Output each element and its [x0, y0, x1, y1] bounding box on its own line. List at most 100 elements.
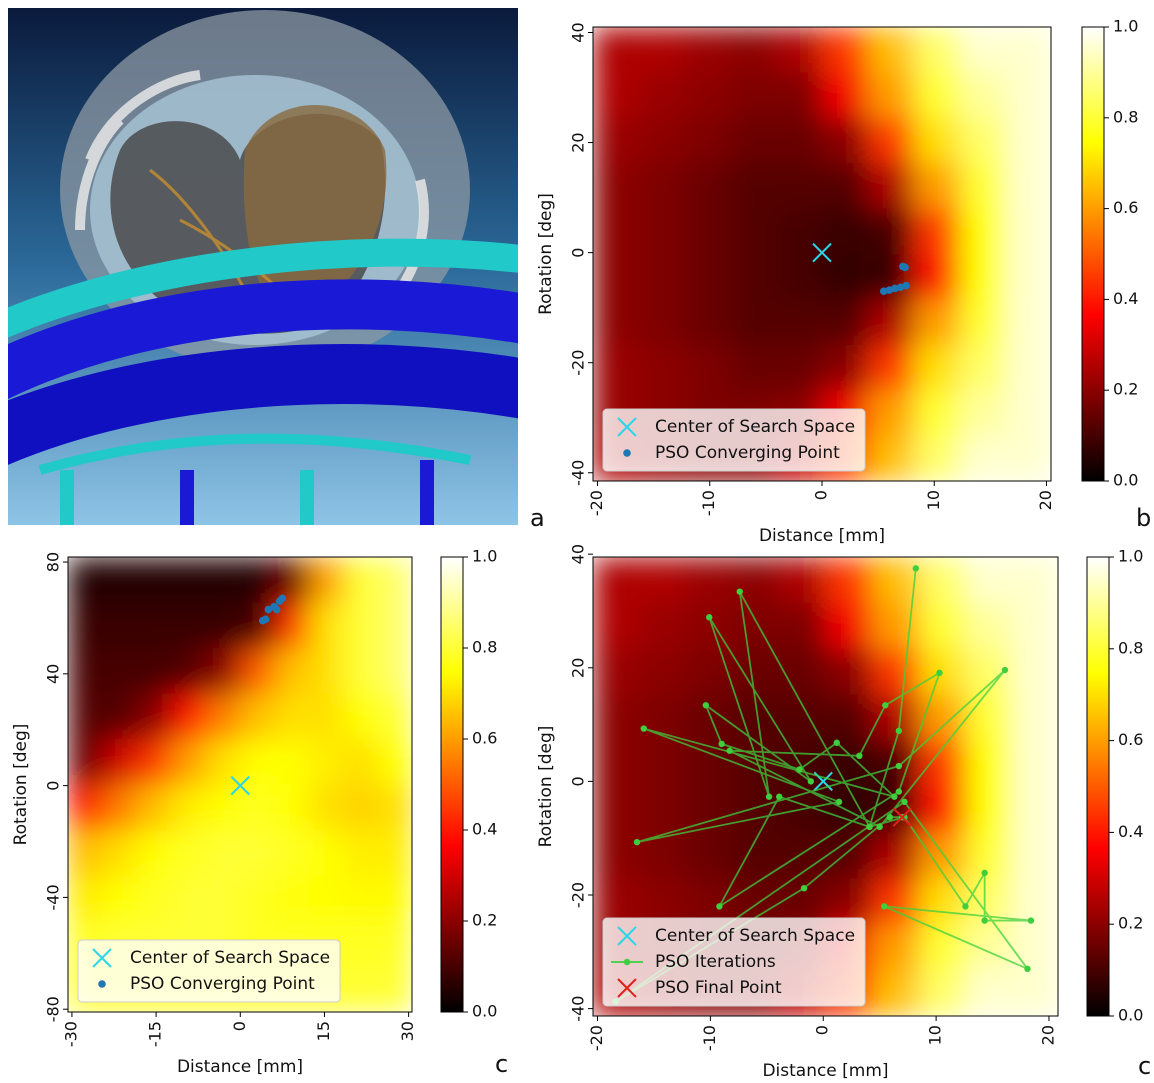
data-point	[913, 565, 919, 571]
heatmap-cell	[776, 209, 822, 255]
heatmap-cell	[685, 118, 731, 164]
heatmap-cell	[137, 648, 172, 694]
heatmap-cell	[914, 390, 960, 436]
data-point	[796, 766, 802, 772]
y-tick-label: -40	[44, 884, 63, 910]
heatmap-cell	[919, 878, 966, 924]
heatmap-cell	[378, 830, 413, 876]
heatmap-cell	[102, 739, 137, 785]
x-tick-label: 20	[1036, 490, 1055, 510]
colorbar-tick-label: 0.8	[472, 638, 497, 657]
y-tick-label: 20	[569, 132, 588, 152]
heatmap-cell	[206, 830, 241, 876]
heatmap-cell	[959, 299, 1005, 345]
heatmap-cell	[686, 832, 733, 878]
heatmap-cell	[171, 603, 206, 649]
heatmap-cell	[102, 694, 137, 740]
heatmap-cell	[914, 345, 960, 391]
legend-label: PSO Converging Point	[655, 443, 840, 463]
data-point	[981, 917, 987, 923]
panel-label: c	[495, 1050, 508, 1078]
y-tick-label: -40	[569, 460, 588, 486]
panel-label: b	[1136, 504, 1151, 532]
heatmap-cell	[343, 648, 378, 694]
heatmap-cell	[776, 72, 822, 118]
colorbar-tick-label: 0.4	[472, 820, 497, 839]
heatmap-cell	[378, 739, 413, 785]
heatmap-cell	[685, 163, 731, 209]
x-tick-label: 30	[398, 1021, 417, 1041]
heatmap-cell	[685, 345, 731, 391]
legend-marker	[98, 980, 106, 988]
heatmap-cell	[826, 557, 873, 603]
heatmap-cell	[685, 72, 731, 118]
heatmap-cell	[639, 299, 685, 345]
heatmap-cell	[685, 254, 731, 300]
legend-label: PSO Final Point	[655, 978, 782, 998]
heatmap-cell	[343, 785, 378, 831]
colorbar-tick-label: 0.4	[1113, 289, 1138, 308]
heatmap-cell	[137, 785, 172, 831]
colorbar-tick-label: 0.2	[472, 911, 497, 930]
data-point	[1028, 917, 1034, 923]
heatmap-cell	[914, 254, 960, 300]
heatmap-cell	[685, 299, 731, 345]
heatmap-cell	[822, 163, 868, 209]
heatmap-cell	[68, 739, 103, 785]
heatmap-cell	[779, 557, 826, 603]
heatmap-cell	[593, 603, 640, 649]
heatmap-cell	[137, 830, 172, 876]
data-point	[641, 725, 647, 731]
data-point	[902, 282, 910, 290]
data-point	[808, 778, 814, 784]
heatmap-cell	[730, 209, 776, 255]
heatmap-cell	[171, 648, 206, 694]
x-tick-label: 10	[924, 490, 943, 510]
heatmap-cell	[593, 27, 639, 73]
colorbar	[1082, 27, 1104, 481]
heatmap-cell	[68, 830, 103, 876]
data-point	[896, 728, 902, 734]
data-point	[901, 799, 907, 805]
heatmap-cell	[343, 967, 378, 1013]
colorbar-tick-label: 1.0	[1118, 547, 1143, 566]
legend-label: PSO Converging Point	[130, 974, 315, 994]
heatmap-cell	[240, 694, 275, 740]
heatmap-cell	[206, 694, 241, 740]
data-point	[962, 903, 968, 909]
heatmap-cell	[68, 648, 103, 694]
x-axis-label: Distance [mm]	[177, 1057, 303, 1077]
heatmap-cell	[171, 739, 206, 785]
heatmap-cell	[309, 739, 344, 785]
heatmap-cell	[965, 603, 1012, 649]
y-tick-label: 80	[44, 552, 63, 572]
heatmap-cell	[171, 876, 206, 922]
y-tick-label: -40	[569, 996, 588, 1022]
heatmap-cell	[914, 163, 960, 209]
data-point	[896, 788, 902, 794]
heatmap-cell	[640, 603, 687, 649]
x-tick-label: -10	[699, 490, 718, 516]
heatmap-cell	[685, 27, 731, 73]
colorbar-tick-label: 0.0	[1118, 1006, 1143, 1025]
data-point	[279, 595, 287, 603]
heatmap-cell	[1012, 695, 1059, 741]
heatmap-cell	[686, 603, 733, 649]
legend-marker	[623, 449, 631, 457]
heatmap-cell	[868, 163, 914, 209]
heatmap-cell	[378, 603, 413, 649]
data-point	[866, 824, 872, 830]
data-point	[703, 702, 709, 708]
heatmap-cell	[206, 739, 241, 785]
heatmap-cell	[343, 739, 378, 785]
colorbar-tick-label: 1.0	[472, 547, 497, 566]
heatmap-cell	[640, 557, 687, 603]
y-tick-label: 0	[569, 776, 588, 786]
heatmap-cell	[593, 832, 640, 878]
heatmap-cell	[593, 345, 639, 391]
heatmap-cell	[68, 876, 103, 922]
heatmap-cell	[733, 603, 780, 649]
data-point	[836, 799, 842, 805]
heatmap-cell	[872, 741, 919, 787]
